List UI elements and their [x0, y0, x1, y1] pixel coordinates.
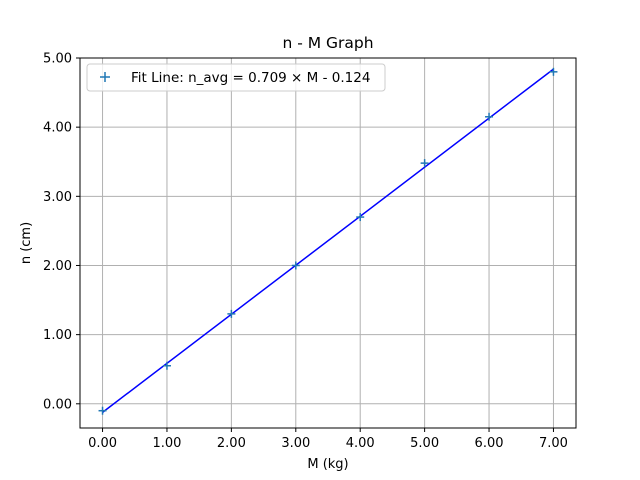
- data-point: [291, 261, 300, 270]
- y-tick-label: 3.00: [43, 190, 72, 205]
- fit-line: [102, 68, 554, 413]
- data-point: [420, 159, 429, 168]
- data-point: [485, 112, 494, 121]
- y-axis-label: n (cm): [19, 222, 34, 264]
- legend-box: [86, 63, 386, 92]
- x-tick-label: 1.00: [152, 436, 181, 451]
- x-tick-label: 0.00: [88, 436, 117, 451]
- x-tick-label: 5.00: [410, 436, 439, 451]
- x-axis-ticks: 0.00 1.00 2.00 3.00 4.00 5.00 6.00 7.00: [88, 428, 568, 451]
- y-tick-label: 5.00: [43, 52, 72, 67]
- plot-frame: [79, 57, 577, 429]
- data-points-group: [98, 67, 558, 415]
- data-point: [549, 67, 558, 76]
- y-tick-label: 2.00: [43, 259, 72, 274]
- data-point: [98, 406, 107, 415]
- x-tick-label: 3.00: [281, 436, 310, 451]
- x-tick-label: 7.00: [539, 436, 568, 451]
- data-point: [356, 213, 365, 222]
- y-tick-label: 0.00: [43, 397, 72, 412]
- legend-label: Fit Line: n_avg = 0.709 × M - 0.124: [131, 70, 370, 86]
- x-tick-label: 6.00: [475, 436, 504, 451]
- fit-line-group: [102, 68, 554, 413]
- x-axis-label: M (kg): [307, 457, 348, 472]
- data-point: [162, 361, 171, 370]
- legend: Fit Line: n_avg = 0.709 × M - 0.124: [86, 63, 386, 92]
- y-axis-ticks: 0.00 1.00 2.00 3.00 4.00 5.00: [43, 52, 80, 412]
- chart-title: n - M Graph: [282, 34, 373, 52]
- x-tick-label: 4.00: [346, 436, 375, 451]
- y-tick-label: 1.00: [43, 328, 72, 343]
- data-point: [227, 309, 236, 318]
- legend-marker: [100, 72, 110, 82]
- y-tick-label: 4.00: [43, 121, 72, 136]
- x-tick-label: 2.00: [217, 436, 246, 451]
